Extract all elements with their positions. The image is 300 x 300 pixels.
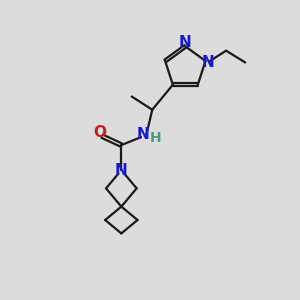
Text: O: O xyxy=(93,125,106,140)
Text: N: N xyxy=(136,127,149,142)
Text: N: N xyxy=(115,163,128,178)
Text: H: H xyxy=(149,131,161,145)
Text: N: N xyxy=(178,35,191,50)
Text: N: N xyxy=(202,55,215,70)
